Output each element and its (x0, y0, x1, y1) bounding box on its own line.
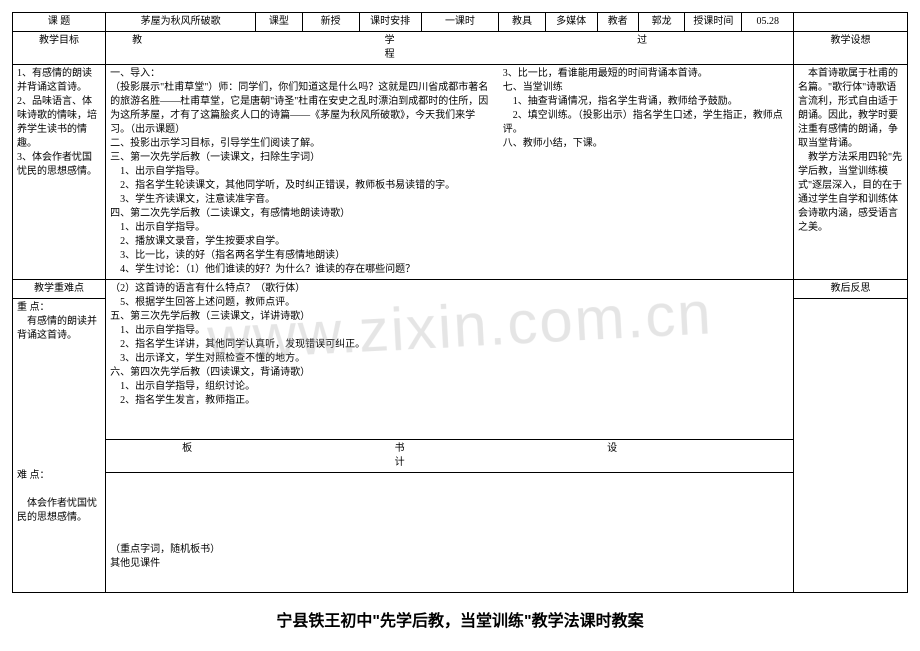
reflect-block (794, 299, 908, 593)
thoughts-block: 本首诗歌属于杜甫的名篇。"歌行体"诗歌语言流利，形式自由适于朗诵。因此，教学时要… (794, 65, 908, 280)
label-teacher: 教者 (597, 13, 638, 32)
row-titles: 教学目标 教 学 过 程 教学设想 (13, 32, 908, 65)
row-board-label: 板 书 设 计 (13, 440, 908, 473)
value-topic: 茅屋为秋风所破歌 (106, 13, 256, 32)
process-right: 3、比一比，看谁能用最短的时间背诵本首诗。 七、当堂训练 1、抽查背诵情况，指名… (499, 65, 794, 280)
lesson-plan-table: 课 题 茅屋为秋风所破歌 课型 新授 课时安排 一课时 教具 多媒体 教者 郭龙… (12, 12, 908, 593)
footer-title: 宁县铁王初中"先学后教，当堂训练"教学法课时教案 (12, 607, 908, 631)
difficulty-block: 重 点： 有感情的朗读并背诵这首诗。 难 点： 体会作者忧国忧民的思想感情。 (13, 299, 106, 593)
board-label: 板 书 设 计 (106, 440, 794, 473)
reflect-label: 教后反思 (794, 280, 908, 299)
process-left: 一、导入： （投影展示"杜甫草堂"）师：同学们，你们知道这是什么吗？这就是四川省… (106, 65, 499, 280)
label-date: 授课时间 (685, 13, 742, 32)
value-date: 05.28 (742, 13, 794, 32)
label-schedule: 课时安排 (359, 13, 421, 32)
process-lower: （2）这首诗的语言有什么特点？（歌行体） 5、根据学生回答上述问题，教师点评。 … (106, 280, 794, 440)
goals-block: 1、有感情的朗读并背诵这首诗。 2、品味语言、体味诗歌的情味，培养学生读书的情趣… (13, 65, 106, 280)
value-tool: 多媒体 (545, 13, 597, 32)
row-main-content: 1、有感情的朗读并背诵这首诗。 2、品味语言、体味诗歌的情味，培养学生读书的情趣… (13, 65, 908, 280)
label-tool: 教具 (499, 13, 546, 32)
label-topic: 课 题 (13, 13, 106, 32)
value-teacher: 郭龙 (638, 13, 685, 32)
value-schedule: 一课时 (421, 13, 499, 32)
thought-label: 教学设想 (794, 32, 908, 65)
value-type: 新授 (302, 13, 359, 32)
difficulty-label: 教学重难点 (13, 280, 106, 299)
process-label: 教 学 过 程 (106, 32, 794, 65)
goal-label: 教学目标 (13, 32, 106, 65)
label-type: 课型 (256, 13, 303, 32)
row-board-content: （重点字词，随机板书） 其他见课件 (13, 473, 908, 593)
row-diff-label: 教学重难点 （2）这首诗的语言有什么特点？（歌行体） 5、根据学生回答上述问题，… (13, 280, 908, 299)
board-content: （重点字词，随机板书） 其他见课件 (106, 473, 794, 593)
header-row: 课 题 茅屋为秋风所破歌 课型 新授 课时安排 一课时 教具 多媒体 教者 郭龙… (13, 13, 908, 32)
